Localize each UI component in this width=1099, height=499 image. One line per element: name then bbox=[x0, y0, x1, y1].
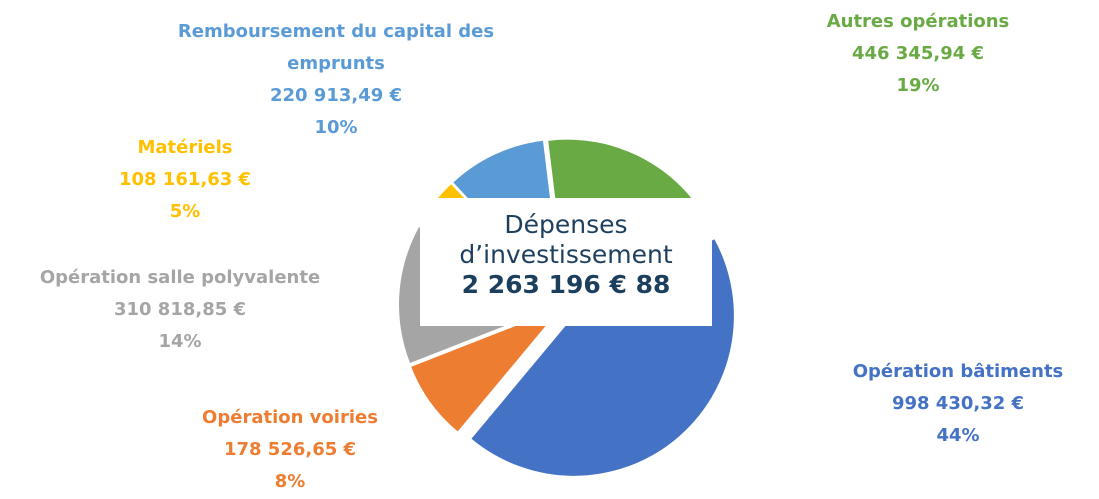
label-amount: 108 161,63 € bbox=[118, 169, 252, 190]
label-percent: 10% bbox=[314, 117, 358, 138]
label-name: Opération bâtiments bbox=[852, 361, 1064, 382]
label-percent: 5% bbox=[169, 201, 201, 222]
label-name: Opération voiries bbox=[202, 407, 378, 428]
label-amount: 446 345,94 € bbox=[851, 43, 985, 64]
label-amount: 310 818,85 € bbox=[113, 299, 247, 320]
slice-label: Opération voiries 178 526,65 € 8% bbox=[160, 402, 420, 498]
slice-label: Matériels 108 161,63 € 5% bbox=[85, 132, 285, 228]
slice-label: Remboursement du capital des emprunts 220… bbox=[166, 16, 506, 144]
label-name: Matériels bbox=[137, 137, 233, 158]
slice-label: Autres opérations 446 345,94 € 19% bbox=[788, 6, 1048, 102]
center-box: Dépenses d’investissement 2 263 196 € 88 bbox=[420, 198, 712, 326]
label-percent: 14% bbox=[158, 331, 202, 352]
label-percent: 8% bbox=[274, 471, 306, 492]
label-amount: 178 526,65 € bbox=[223, 439, 357, 460]
slice-label: Opération salle polyvalente 310 818,85 € 1… bbox=[0, 262, 360, 358]
label-percent: 19% bbox=[896, 75, 940, 96]
label-percent: 44% bbox=[936, 425, 980, 446]
label-name: Opération salle polyvalente bbox=[39, 267, 321, 288]
label-name: Remboursement du capital des emprunts bbox=[177, 21, 495, 74]
slice-label: Opération bâtiments 998 430,32 € 44% bbox=[828, 356, 1088, 452]
center-title: Dépenses d’investissement bbox=[459, 210, 673, 269]
label-amount: 220 913,49 € bbox=[269, 85, 403, 106]
label-name: Autres opérations bbox=[826, 11, 1010, 32]
pie-slice bbox=[411, 308, 561, 432]
label-amount: 998 430,32 € bbox=[891, 393, 1025, 414]
center-value: 2 263 196 € 88 bbox=[461, 270, 671, 299]
